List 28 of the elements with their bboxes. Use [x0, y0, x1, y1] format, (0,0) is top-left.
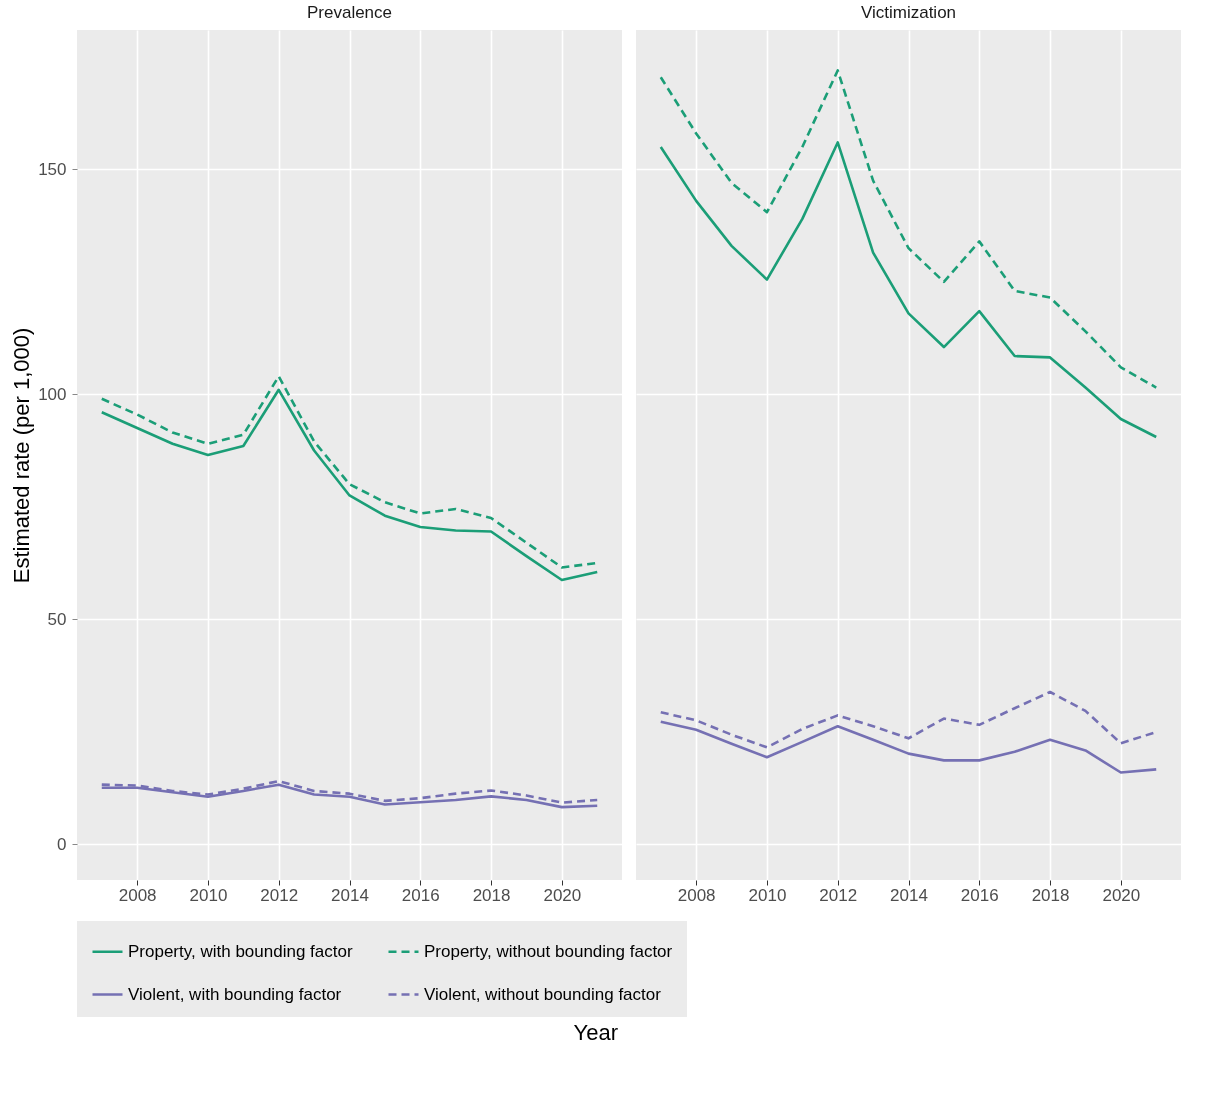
x-tick-label: 2020: [543, 885, 582, 905]
x-tick-label: 2018: [472, 885, 511, 905]
x-tick-label: 2012: [260, 885, 299, 905]
legend-label: Violent, without bounding factor: [424, 984, 662, 1004]
y-tick-label: 100: [38, 384, 67, 404]
chart-title: Prevalence: [306, 3, 393, 22]
x-tick-label: 2018: [1031, 885, 1070, 905]
y-tick-label: 50: [47, 609, 67, 629]
x-tick-label: 2010: [189, 885, 228, 905]
legend-label: Property, with bounding factor: [128, 941, 353, 961]
line-series: [100, 783, 599, 809]
x-tick-label: 2008: [677, 885, 716, 905]
x-tick-label: 2016: [401, 885, 440, 905]
y-tick-label: 0: [57, 834, 67, 854]
legend-label: Violent, with bounding factor: [128, 984, 342, 1004]
x-tick-label: 2016: [960, 885, 999, 905]
x-tick-label: 2020: [1102, 885, 1141, 905]
x-tick-label: 2014: [331, 885, 369, 905]
x-tick-label: 2014: [890, 885, 928, 905]
line-series: [100, 779, 599, 804]
legend-label: Property, without bounding factor: [424, 941, 673, 961]
x-tick-label: 2010: [748, 885, 787, 905]
chart-title: Victimization: [860, 3, 957, 22]
x-axis-title: Year: [573, 1020, 619, 1045]
x-tick-label: 2012: [819, 885, 858, 905]
y-axis-title: Estimated rate (per 1,000): [9, 327, 35, 584]
y-tick-label: 150: [38, 159, 67, 179]
x-tick-label: 2008: [118, 885, 157, 905]
